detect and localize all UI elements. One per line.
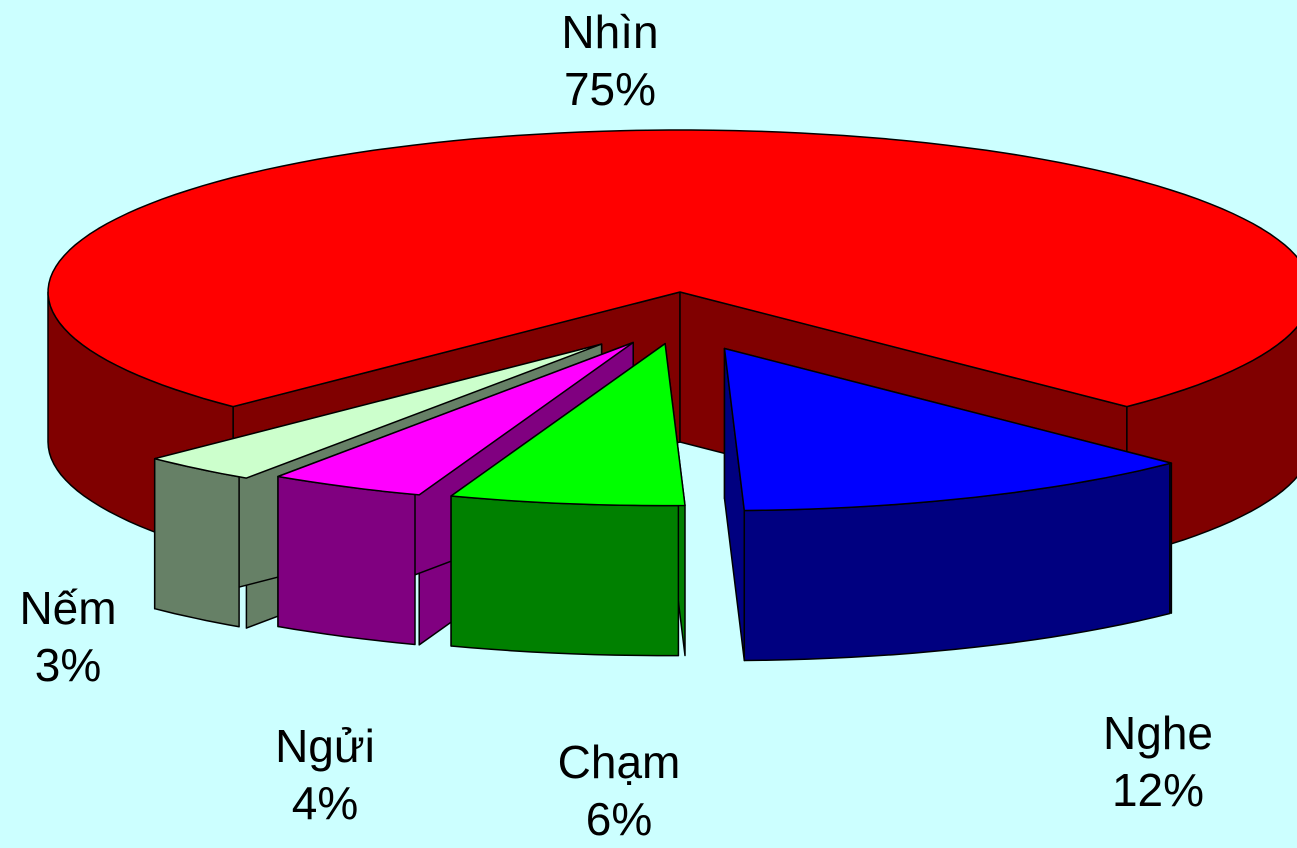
slice-percent-nghe: 12% xyxy=(1111,764,1205,816)
slice-top-ngui xyxy=(277,341,634,496)
slice-label-cham: Chạm 6% xyxy=(558,734,681,848)
slice-percent-nem: 3% xyxy=(34,639,102,691)
slice-wall-ngui-0 xyxy=(277,475,416,646)
slice-percent-nhin: 75% xyxy=(563,63,657,115)
slice-name-nhin: Nhìn xyxy=(561,6,659,58)
slice-wall-cham-0 xyxy=(450,495,680,657)
slice-name-ngui: Ngửi xyxy=(275,720,375,772)
slice-name-nem: Nếm xyxy=(19,582,117,634)
slice-name-nghe: Nghe xyxy=(1103,707,1213,759)
slice-percent-ngui: 4% xyxy=(291,777,359,829)
slice-wall-nem-0 xyxy=(153,457,240,628)
slice-name-cham: Chạm xyxy=(557,736,681,788)
slice-label-nhin: Nhìn 75% xyxy=(561,4,658,118)
slice-label-nghe: Nghe 12% xyxy=(1103,705,1213,819)
slice-top-nghe xyxy=(723,347,1173,512)
slice-percent-cham: 6% xyxy=(585,793,653,845)
slice-top-cham xyxy=(450,342,686,507)
slice-top-nhin xyxy=(47,129,1297,408)
slice-label-ngui: Ngửi 4% xyxy=(275,718,375,832)
slice-top-nem xyxy=(153,343,603,479)
slice-label-nem: Nếm 3% xyxy=(19,580,116,694)
